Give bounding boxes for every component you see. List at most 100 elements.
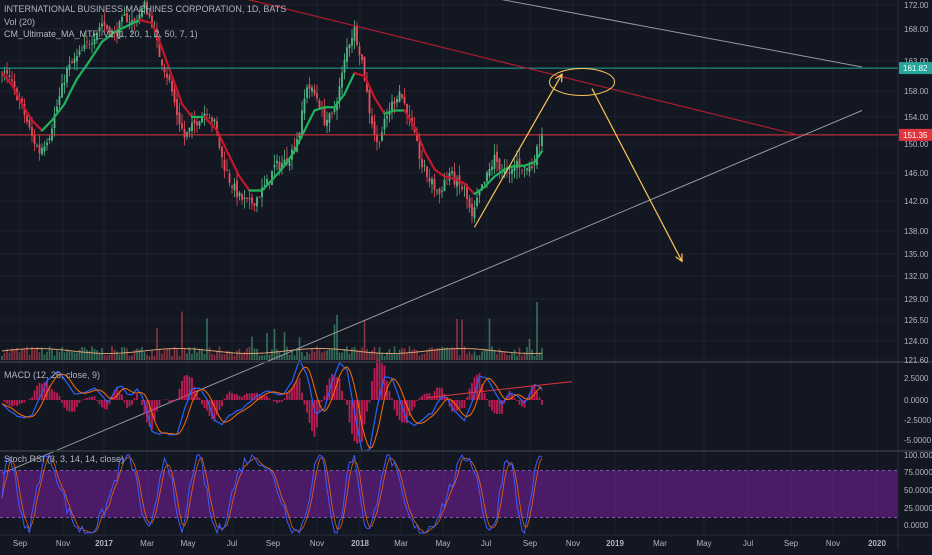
- macd-histogram-bar: [239, 396, 241, 400]
- volume-bar: [96, 350, 98, 360]
- volume-bar: [136, 349, 138, 360]
- macd-histogram-bar: [424, 394, 426, 400]
- volume-bar: [374, 347, 376, 360]
- time-tick-label: May: [696, 539, 711, 548]
- macd-histogram-bar: [71, 400, 73, 412]
- candle-body: [359, 47, 361, 56]
- volume-bar: [306, 352, 308, 360]
- ma-legend[interactable]: CM_Ultimate_MA_MTF_V2 (1, 20, 1, 2, 50, …: [4, 29, 198, 39]
- volume-legend[interactable]: Vol (20): [4, 17, 35, 27]
- volume-bar: [154, 356, 156, 360]
- volume-bar: [39, 352, 41, 360]
- candle-body: [44, 146, 46, 151]
- volume-bar: [376, 353, 378, 360]
- volume-bar: [479, 355, 481, 360]
- volume-bar: [459, 355, 461, 360]
- macd-histogram-bar: [84, 399, 86, 400]
- price-tick-label: 135.00: [904, 250, 929, 259]
- macd-histogram-bar: [434, 391, 436, 400]
- macd-histogram-bar: [136, 394, 138, 400]
- macd-histogram-bar: [56, 393, 58, 400]
- volume-bar: [434, 349, 436, 360]
- time-tick-label: 2017: [95, 539, 113, 548]
- volume-bar: [304, 356, 306, 360]
- time-tick-label: May: [180, 539, 195, 548]
- candle-body: [241, 194, 243, 200]
- macd-histogram-bar: [159, 400, 161, 406]
- macd-histogram-bar: [221, 400, 223, 406]
- volume-bar: [76, 353, 78, 360]
- macd-histogram-bar: [51, 389, 53, 400]
- volume-bar: [176, 349, 178, 360]
- candle-body: [189, 128, 191, 132]
- candle-body: [429, 178, 431, 182]
- volume-bar: [101, 348, 103, 360]
- volume-bar: [399, 350, 401, 360]
- macd-histogram-bar: [489, 400, 491, 407]
- candle-body: [331, 113, 333, 114]
- volume-bar: [274, 329, 276, 360]
- symbol-title[interactable]: INTERNATIONAL BUSINESS MACHINES CORPORAT…: [4, 4, 286, 14]
- candle-body: [4, 71, 6, 72]
- stoch-legend[interactable]: Stoch RSI (3, 3, 14, 14, close): [4, 454, 124, 464]
- candle-body: [386, 116, 388, 118]
- candle-body: [371, 116, 373, 124]
- time-tick-label: May: [435, 539, 450, 548]
- candle-body: [404, 97, 406, 104]
- candle-body: [529, 166, 531, 172]
- volume-bar: [531, 350, 533, 360]
- volume-bar: [471, 355, 473, 360]
- macd-histogram-bar: [69, 400, 71, 412]
- macd-histogram-bar: [266, 396, 268, 400]
- macd-legend[interactable]: MACD (12, 26, close, 9): [4, 370, 100, 380]
- red-price-tag: 151.35: [903, 131, 928, 140]
- volume-bar: [134, 350, 136, 360]
- volume-bar: [64, 352, 66, 360]
- volume-bar: [411, 350, 413, 360]
- teal-price-tag: 161.82: [903, 64, 928, 73]
- volume-bar: [361, 347, 363, 360]
- candle-body: [14, 81, 16, 87]
- candle-body: [86, 42, 88, 43]
- volume-bar: [149, 356, 151, 360]
- volume-bar: [489, 319, 491, 360]
- macd-histogram-bar: [374, 368, 376, 400]
- time-tick-label: Sep: [784, 539, 799, 548]
- macd-histogram-bar: [141, 400, 143, 405]
- volume-bar: [421, 354, 423, 360]
- volume-bar: [341, 353, 343, 360]
- macd-histogram-bar: [284, 398, 286, 400]
- macd-histogram-bar: [364, 400, 366, 424]
- volume-bar: [266, 333, 268, 360]
- candle-body: [314, 90, 316, 94]
- candle-body: [346, 47, 348, 61]
- candle-body: [484, 182, 486, 184]
- macd-histogram-bar: [124, 400, 126, 403]
- volume-bar: [339, 352, 341, 360]
- macd-histogram-bar: [516, 400, 518, 401]
- candle-body: [434, 179, 436, 190]
- price-tick-label: 172.00: [904, 1, 929, 10]
- macd-histogram-bar: [399, 400, 401, 420]
- volume-bar: [414, 349, 416, 360]
- macd-histogram-bar: [204, 400, 206, 408]
- macd-histogram-bar: [281, 400, 283, 402]
- candle-body: [94, 39, 96, 45]
- volume-bar: [116, 351, 118, 360]
- candle-body: [524, 167, 526, 168]
- volume-bar: [224, 354, 226, 360]
- candle-body: [179, 112, 181, 124]
- candle-body: [491, 167, 493, 170]
- macd-histogram-bar: [201, 400, 203, 404]
- macd-histogram-bar: [514, 398, 516, 400]
- volume-bar: [454, 349, 456, 360]
- volume-bar: [331, 349, 333, 360]
- candle-body: [104, 22, 106, 26]
- candle-body: [436, 190, 438, 191]
- time-tick-label: 2018: [351, 539, 369, 548]
- candle-body: [6, 70, 8, 74]
- volume-bar: [164, 350, 166, 360]
- candle-body: [439, 189, 441, 194]
- candle-body: [476, 198, 478, 206]
